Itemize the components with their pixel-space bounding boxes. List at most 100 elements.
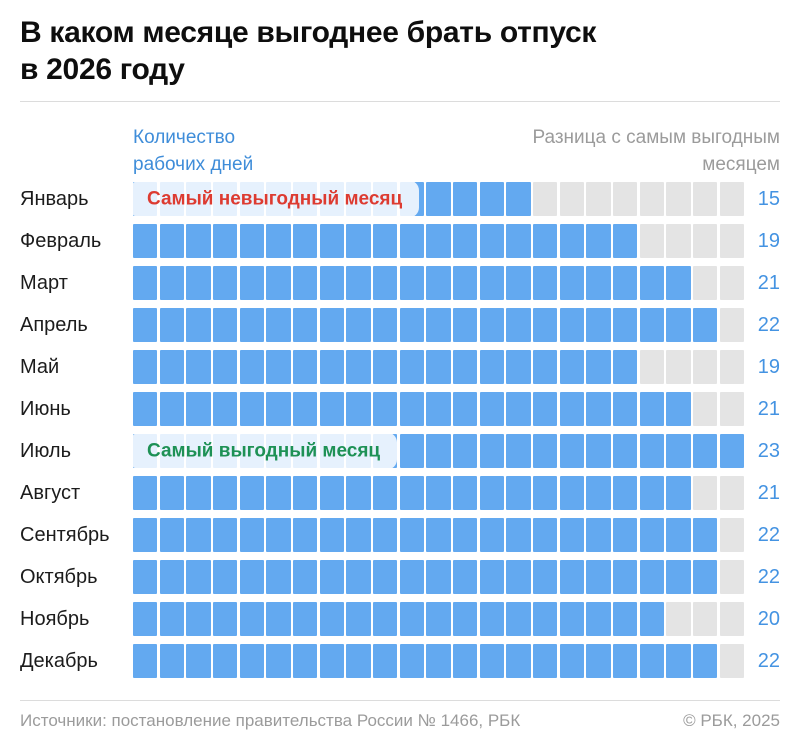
working-day-cell (666, 266, 691, 300)
working-day-cell (479, 350, 504, 384)
value-label: 19 (757, 229, 780, 252)
value-label: 22 (757, 313, 780, 336)
working-day-cell (293, 644, 318, 678)
working-day-cell (213, 602, 238, 636)
month-rows: Январь Самый невыгодный месяц 15 Февраль 19 М… (20, 178, 780, 682)
working-day-cell (266, 392, 291, 426)
working-day-cell (639, 602, 664, 636)
working-day-cell (559, 266, 584, 300)
month-label: Апрель (20, 313, 88, 336)
working-day-cell (613, 392, 638, 426)
working-day-cell (293, 392, 318, 426)
working-day-cell (559, 434, 584, 468)
unit-bar (133, 308, 744, 342)
working-day-cell (239, 518, 264, 552)
working-day-cell (559, 308, 584, 342)
month-label: Ноябрь (20, 607, 90, 630)
working-day-cell (426, 350, 451, 384)
working-day-cell (693, 308, 718, 342)
working-day-cell (426, 224, 451, 258)
working-day-cell (693, 434, 718, 468)
working-day-cell (453, 518, 478, 552)
working-day-cell (186, 476, 211, 510)
month-label: Сентябрь (20, 523, 110, 546)
working-day-cell (479, 224, 504, 258)
working-day-cell (639, 560, 664, 594)
working-day-cell (319, 602, 344, 636)
month-row: Февраль 19 (20, 220, 780, 262)
month-row: Август 21 (20, 472, 780, 514)
month-row: Май 19 (20, 346, 780, 388)
difference-cell (719, 392, 744, 426)
top-divider (20, 101, 780, 102)
working-day-cell (586, 434, 611, 468)
month-label: Февраль (20, 229, 102, 252)
value-label: 21 (757, 271, 780, 294)
month-label: Декабрь (20, 649, 98, 672)
working-day-cell (346, 308, 371, 342)
difference-cell (533, 182, 558, 216)
working-day-cell (399, 434, 424, 468)
working-day-cell (533, 392, 558, 426)
working-day-cell (293, 602, 318, 636)
difference-cell (719, 224, 744, 258)
working-day-cell (159, 308, 184, 342)
working-day-cell (346, 518, 371, 552)
value-label: 22 (757, 649, 780, 672)
difference-cell (666, 224, 691, 258)
working-day-cell (533, 434, 558, 468)
working-day-cell (613, 224, 638, 258)
unit-bar (133, 224, 744, 258)
working-day-cell (479, 266, 504, 300)
working-day-cell (639, 266, 664, 300)
difference-cell (559, 182, 584, 216)
working-day-cell (319, 224, 344, 258)
difference-cell (666, 602, 691, 636)
working-day-cell (666, 518, 691, 552)
difference-cell (586, 182, 611, 216)
working-day-cell (133, 476, 158, 510)
working-day-cell (453, 476, 478, 510)
working-day-cell (266, 560, 291, 594)
working-day-cell (186, 518, 211, 552)
unit-bar (133, 602, 744, 636)
working-day-cell (346, 476, 371, 510)
working-day-cell (453, 434, 478, 468)
working-day-cell (533, 602, 558, 636)
working-day-cell (453, 266, 478, 300)
working-day-cell (506, 560, 531, 594)
working-day-cell (319, 392, 344, 426)
working-day-cell (586, 602, 611, 636)
difference-cell (613, 182, 638, 216)
working-day-cell (266, 308, 291, 342)
working-day-cell (613, 560, 638, 594)
infographic-page: В каком месяце выгоднее брать отпуск в 20… (20, 16, 780, 730)
working-day-cell (586, 476, 611, 510)
working-day-cell (346, 224, 371, 258)
working-day-cell (639, 476, 664, 510)
working-day-cell (293, 518, 318, 552)
working-day-cell (666, 644, 691, 678)
working-day-cell (613, 602, 638, 636)
working-day-cell (293, 350, 318, 384)
working-day-cell (213, 350, 238, 384)
month-label: Октябрь (20, 565, 98, 588)
working-day-cell (266, 518, 291, 552)
working-day-cell (213, 224, 238, 258)
working-day-cell (479, 434, 504, 468)
legend-working-days-line-2: рабочих дней (133, 154, 254, 175)
difference-cell (666, 350, 691, 384)
value-label: 21 (757, 481, 780, 504)
difference-cell (693, 392, 718, 426)
working-day-cell (399, 602, 424, 636)
difference-cell (719, 476, 744, 510)
working-day-cell (506, 224, 531, 258)
working-day-cell (239, 350, 264, 384)
month-label: Март (20, 271, 68, 294)
working-day-cell (159, 518, 184, 552)
working-day-cell (373, 560, 398, 594)
unit-bar: Самый невыгодный месяц (130, 180, 744, 218)
difference-cell (693, 266, 718, 300)
working-day-cell (159, 392, 184, 426)
working-day-cell (586, 350, 611, 384)
